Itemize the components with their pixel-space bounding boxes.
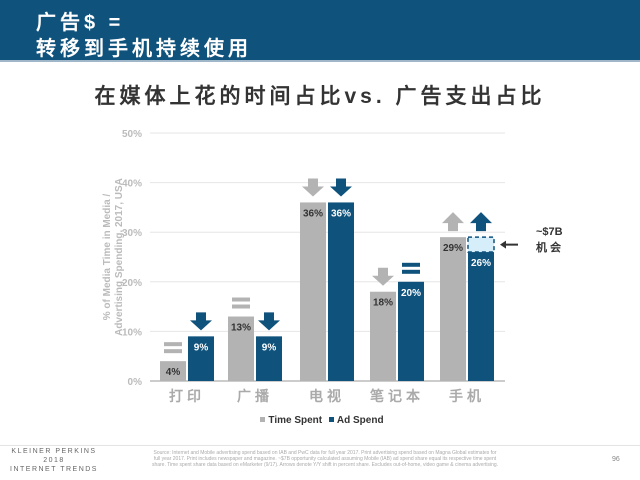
equals-icon (164, 349, 182, 354)
x-tick-label: 手机 (449, 388, 485, 404)
equals-icon (402, 262, 420, 267)
page-number: 96 (612, 456, 620, 463)
source-note: Source: Internet and Mobile advertising … (151, 450, 499, 468)
down-arrow-icon (190, 312, 212, 331)
y-axis-label: Advertising Spending, 2017, USA (114, 178, 125, 336)
header-title-line1: 广告$ = (36, 12, 125, 34)
opportunity-gap (467, 236, 495, 253)
data-label: 29% (443, 243, 463, 254)
data-label: 13% (231, 323, 251, 334)
brand-report: INTERNET TRENDS (10, 466, 98, 473)
legend-swatch-time (260, 417, 266, 422)
down-arrow-icon (302, 178, 324, 197)
bar-time-spent (228, 316, 254, 381)
data-label: 9% (262, 342, 277, 353)
bar-ad-spend (468, 252, 494, 381)
equals-icon (232, 304, 250, 309)
down-arrow-icon (258, 312, 280, 331)
x-tick-label: 电视 (309, 388, 345, 404)
legend-ad-spend: Ad Spend (336, 415, 384, 426)
data-label: 36% (331, 208, 351, 219)
bar-ad-spend (188, 336, 214, 381)
equals-icon (164, 342, 182, 347)
bar-time-spent (300, 202, 326, 381)
legend-time-spent: Time Spent (268, 415, 323, 426)
chart-title: 在媒体上花的时间占比vs. 广告支出占比 (94, 85, 546, 108)
brand-year: 2018 (43, 457, 65, 464)
data-label: 18% (373, 298, 393, 309)
brand-name: KLEINER PERKINS (11, 448, 97, 455)
data-label: 26% (471, 258, 491, 269)
y-axis-label: % of Media Time in Media / (102, 194, 113, 321)
equals-icon (402, 269, 420, 274)
up-arrow-icon (442, 212, 464, 232)
bar-ad-spend (328, 202, 354, 381)
legend-swatch-ad (328, 417, 334, 422)
data-label: 9% (194, 342, 209, 353)
y-tick-label: 20% (122, 278, 142, 289)
y-tick-label: 0% (128, 377, 143, 388)
y-tick-label: 50% (122, 129, 142, 140)
y-tick-label: 40% (122, 179, 142, 190)
down-arrow-icon (372, 267, 394, 286)
bar-time-spent (160, 361, 186, 381)
x-tick-label: 打印 (169, 388, 205, 404)
data-label: 4% (166, 367, 181, 378)
equals-icon (232, 297, 250, 302)
data-label: 36% (303, 208, 323, 219)
x-tick-label: 广播 (237, 388, 273, 404)
brand-logo: KLEINER PERKINS 2018 INTERNET TRENDS (6, 447, 102, 474)
bar-time-spent (370, 291, 396, 381)
footer-divider (0, 445, 640, 446)
x-tick-label: 笔记本 (370, 388, 424, 404)
header-banner: 广告$ = 转移到手机持续使用 (0, 0, 640, 62)
header-title-line2: 转移到手机持续使用 (36, 38, 252, 60)
up-arrow-icon (470, 212, 492, 232)
data-label: 20% (401, 288, 421, 299)
opportunity-label: ~$7B (536, 226, 563, 238)
y-tick-label: 30% (122, 228, 142, 239)
bar-ad-spend (256, 336, 282, 381)
bar-time-spent (440, 237, 466, 381)
opportunity-label: 机 会 (536, 240, 562, 254)
down-arrow-icon (330, 178, 352, 197)
bar-ad-spend (398, 281, 424, 381)
legend: Time Spent Ad Spend (0, 415, 640, 426)
y-tick-label: 10% (122, 327, 142, 338)
left-arrow-icon (500, 240, 518, 249)
